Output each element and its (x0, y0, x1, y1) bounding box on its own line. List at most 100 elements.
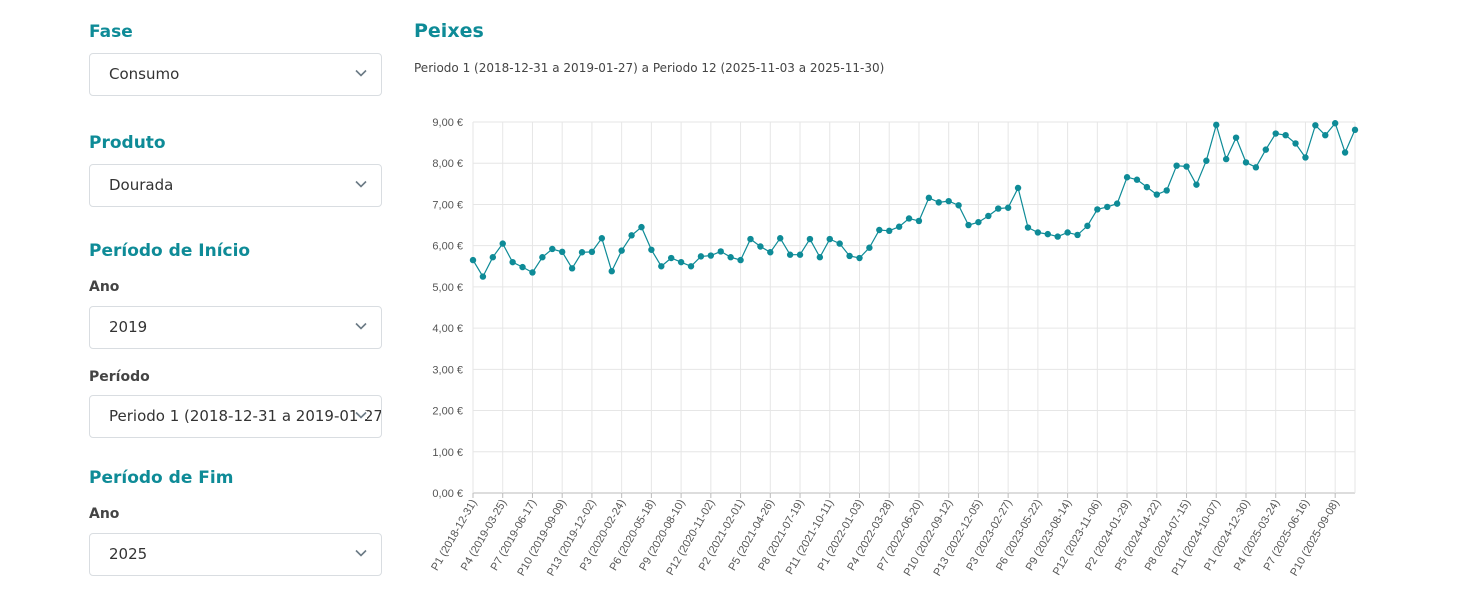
periodo-inicio-title: Período de Início (89, 241, 251, 261)
data-point (856, 254, 863, 262)
data-point (975, 218, 982, 226)
data-point (668, 254, 675, 262)
data-point (876, 226, 883, 234)
data-point (1331, 120, 1339, 127)
data-point (1004, 204, 1012, 211)
data-point (945, 197, 952, 205)
inicio-ano-label: Ano (89, 279, 120, 295)
data-point (1351, 126, 1359, 134)
y-tick-label: 3,00 € (432, 364, 463, 376)
data-point (1163, 187, 1170, 194)
data-point (519, 263, 526, 271)
data-point (578, 249, 586, 256)
fim-ano-value: 2025 (109, 545, 148, 563)
data-point (687, 263, 695, 270)
inicio-periodo-select[interactable]: Periodo 1 (2018-12-31 a 2019-01-27) (89, 395, 382, 438)
data-point (777, 235, 784, 242)
data-point (1193, 181, 1200, 188)
inicio-periodo-label: Período (89, 369, 150, 385)
data-point (539, 254, 546, 261)
data-point (796, 251, 804, 258)
data-point (786, 251, 794, 258)
data-point (529, 269, 536, 276)
chart-title: Peixes (414, 20, 484, 42)
data-point (717, 248, 724, 255)
inicio-ano-select[interactable]: 2019 (89, 306, 382, 349)
data-point (1292, 140, 1299, 147)
data-point (648, 246, 655, 253)
y-tick-label: 7,00 € (432, 199, 463, 211)
data-point (588, 248, 596, 256)
data-point (846, 252, 853, 260)
fase-select[interactable]: Consumo (89, 53, 382, 96)
data-point (509, 258, 516, 266)
data-point (737, 256, 744, 264)
data-point (568, 265, 576, 272)
y-tick-label: 1,00 € (432, 447, 463, 459)
inicio-periodo-value: Periodo 1 (2018-12-31 a 2019-01-27) (109, 407, 382, 425)
data-point (489, 254, 497, 261)
data-point (757, 243, 764, 250)
data-point (658, 263, 665, 270)
data-point (618, 247, 625, 254)
data-point (1262, 146, 1270, 153)
chevron-down-icon (355, 322, 367, 330)
produto-title: Produto (89, 133, 166, 153)
data-point (1213, 121, 1220, 129)
y-tick-label: 0,00 € (432, 488, 463, 500)
data-point (1312, 122, 1319, 129)
data-point (747, 235, 754, 243)
data-point (965, 221, 972, 229)
y-tick-label: 8,00 € (432, 158, 463, 170)
produto-select[interactable]: Dourada (89, 164, 382, 207)
data-point (707, 252, 715, 259)
fim-ano-select[interactable]: 2025 (89, 533, 382, 576)
data-point (598, 235, 606, 242)
y-tick-label: 5,00 € (432, 282, 463, 294)
data-point (1014, 184, 1022, 192)
data-point (915, 217, 923, 225)
data-point (479, 273, 487, 280)
data-point (935, 199, 942, 206)
data-point (836, 240, 843, 247)
data-point (628, 232, 635, 239)
data-point (886, 227, 893, 235)
data-point (1252, 164, 1260, 171)
data-point (558, 248, 566, 256)
data-point (1153, 191, 1160, 198)
data-point (1094, 206, 1101, 213)
data-point (826, 235, 833, 243)
data-point (1302, 154, 1309, 161)
chevron-down-icon (355, 549, 367, 557)
inicio-ano-value: 2019 (109, 318, 148, 336)
chevron-down-icon (355, 180, 367, 188)
fase-select-value: Consumo (109, 65, 180, 83)
data-point (1034, 229, 1042, 236)
data-point (1113, 200, 1121, 207)
data-point (1123, 174, 1131, 181)
fim-ano-label: Ano (89, 506, 120, 522)
chevron-down-icon (355, 69, 367, 77)
data-point (549, 245, 556, 253)
data-point (1272, 130, 1279, 137)
data-point (1024, 224, 1032, 231)
series-line (472, 121, 1356, 278)
data-point (1173, 162, 1180, 169)
chart-subtitle: Periodo 1 (2018-12-31 a 2019-01-27) a Pe… (414, 61, 885, 75)
data-point (727, 254, 734, 261)
data-point (895, 223, 903, 230)
data-point (499, 240, 506, 247)
data-point (608, 268, 615, 275)
data-point (1084, 222, 1091, 230)
data-point (1203, 157, 1210, 164)
produto-select-value: Dourada (109, 176, 174, 194)
periodo-fim-title: Período de Fim (89, 468, 234, 488)
data-point (1232, 134, 1240, 141)
data-point (1282, 131, 1289, 139)
data-point (905, 215, 913, 222)
data-point (1183, 163, 1190, 170)
data-point (1133, 176, 1141, 183)
data-point (985, 212, 992, 220)
data-point (1341, 149, 1349, 156)
data-point (1222, 155, 1230, 163)
